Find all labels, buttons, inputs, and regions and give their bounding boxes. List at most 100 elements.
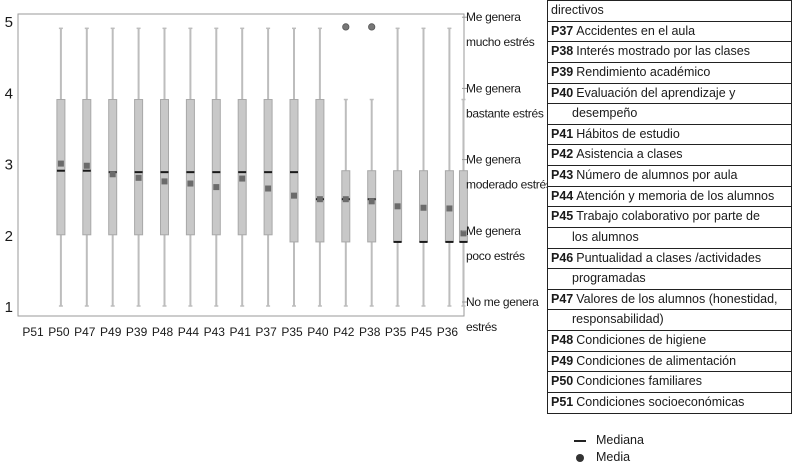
legend-description: directivos bbox=[551, 3, 604, 17]
legend-code: P51 bbox=[551, 394, 574, 409]
x-tick-label: P42 bbox=[333, 325, 355, 339]
box-iqr bbox=[237, 99, 247, 236]
box-iqr bbox=[134, 99, 144, 236]
legend-code: P45 bbox=[551, 209, 574, 224]
y-tick-label: 1 bbox=[5, 299, 13, 316]
level-label: Me genera bbox=[466, 224, 521, 238]
x-tick-label: P35 bbox=[385, 325, 407, 339]
question-legend-table: directivos P37 Accidentes en el aula P38 Int… bbox=[547, 0, 792, 414]
legend-row: P39 Rendimiento académico bbox=[547, 61, 792, 84]
legend-code: P50 bbox=[551, 374, 574, 389]
legend-code: P38 bbox=[551, 44, 574, 59]
median-key-label: Mediana bbox=[596, 433, 644, 447]
level-label: estrés bbox=[466, 320, 497, 334]
x-tick-label: P43 bbox=[204, 325, 226, 339]
legend-row: P46 Puntualidad a clases /actividades bbox=[547, 247, 792, 270]
legend-description: Condiciones de alimentación bbox=[576, 353, 737, 368]
legend-description: Condiciones socioeconómicas bbox=[576, 394, 745, 409]
legend-row: P47 Valores de los alumnos (honestidad, bbox=[547, 288, 792, 311]
x-tick-label: P45 bbox=[411, 325, 433, 339]
mean-mark bbox=[316, 196, 323, 203]
y-tick-label: 3 bbox=[5, 157, 13, 174]
legend-description: Puntualidad a clases /actividades bbox=[576, 250, 762, 265]
legend-code: P46 bbox=[551, 250, 574, 265]
level-label: No me genera bbox=[466, 295, 539, 309]
x-tick-label: P50 bbox=[48, 325, 70, 339]
x-tick-label: P40 bbox=[307, 325, 329, 339]
level-label: poco estrés bbox=[466, 249, 525, 263]
x-tick-label: P38 bbox=[359, 325, 381, 339]
legend-row: P41 Hábitos de estudio bbox=[547, 123, 792, 146]
level-label: mucho estrés bbox=[466, 35, 535, 49]
legend-row: P48 Condiciones de higiene bbox=[547, 330, 792, 352]
legend-code: P42 bbox=[551, 147, 574, 162]
legend-description: Valores de los alumnos (honestidad, bbox=[576, 291, 778, 306]
mean-mark bbox=[420, 204, 427, 211]
legend-code: P39 bbox=[551, 64, 574, 79]
outlier-point bbox=[342, 23, 350, 31]
mean-mark bbox=[109, 171, 116, 178]
mean-mark bbox=[187, 180, 194, 187]
box-iqr bbox=[367, 170, 377, 243]
legend-description: Evaluación del aprendizaje y bbox=[576, 85, 736, 100]
legend-row: P37 Accidentes en el aula bbox=[547, 20, 792, 43]
box-iqr bbox=[263, 99, 273, 236]
legend-description: Accidentes en el aula bbox=[576, 23, 696, 38]
y-tick-label: 5 bbox=[5, 14, 13, 31]
legend-code: P47 bbox=[551, 291, 574, 306]
boxplot-chart: 1 2 3 4 5 P51 P50 P47 P49 P39 P48 P44 P43 P41 P37 P35 P4… bbox=[5, 10, 547, 339]
legend-description: Condiciones familiares bbox=[576, 374, 703, 389]
legend-code: P43 bbox=[551, 168, 574, 182]
legend-row: P40 Evaluación del aprendizaje y bbox=[547, 82, 792, 105]
box-iqr bbox=[56, 99, 66, 236]
box-iqr bbox=[289, 99, 299, 243]
mean-mark bbox=[291, 192, 297, 199]
level-label: Me genera bbox=[466, 153, 521, 167]
legend-code: P37 bbox=[551, 23, 574, 38]
mean-mark bbox=[446, 205, 453, 212]
box-iqr bbox=[108, 99, 118, 236]
mean-mark bbox=[368, 198, 375, 205]
mean-mark bbox=[265, 185, 272, 192]
legend-code: P48 bbox=[551, 333, 574, 347]
median-symbol bbox=[572, 432, 588, 448]
x-tick-label: P49 bbox=[100, 325, 122, 339]
outlier-point bbox=[368, 23, 376, 31]
y-tick-label: 4 bbox=[5, 85, 13, 102]
mean-key-label: Media bbox=[596, 450, 631, 464]
legend-code: P44 bbox=[551, 188, 574, 203]
box-iqr bbox=[160, 99, 169, 236]
box-iqr bbox=[341, 170, 351, 243]
legend-row: los alumnos bbox=[547, 226, 792, 249]
level-label: moderado estrés bbox=[466, 178, 547, 192]
legend-description: Rendimiento académico bbox=[576, 64, 711, 79]
legend-description: Asistencia a clases bbox=[576, 147, 683, 162]
mean-symbol bbox=[572, 449, 588, 465]
legend-description: Trabajo colaborativo por parte de bbox=[576, 209, 760, 224]
legend-description: Interés mostrado por las clases bbox=[576, 44, 750, 59]
legend-description: Hábitos de estudio bbox=[576, 126, 680, 141]
legend-row: P49 Condiciones de alimentación bbox=[547, 350, 792, 373]
mean-mark bbox=[394, 203, 401, 210]
mean-mark bbox=[83, 162, 90, 169]
legend-row: P42 Asistencia a clases bbox=[547, 144, 792, 166]
level-label: bastante estrés bbox=[466, 106, 544, 120]
legend-row: responsabilidad) bbox=[547, 309, 792, 331]
level-label: Me genera bbox=[466, 81, 521, 95]
x-tick-label: P36 bbox=[437, 325, 459, 339]
x-tick-label: P47 bbox=[74, 325, 96, 339]
x-tick-label: P35 bbox=[281, 325, 303, 339]
mean-mark bbox=[57, 160, 64, 167]
legend-row: P43 Número de alumnos por aula bbox=[547, 165, 792, 187]
legend-row: programadas bbox=[547, 268, 792, 290]
x-tick-label: P37 bbox=[255, 325, 277, 339]
legend-row: directivos bbox=[547, 0, 792, 22]
x-tick-label: P44 bbox=[178, 325, 200, 339]
legend-description: desempeño bbox=[572, 106, 638, 121]
mean-mark bbox=[342, 196, 349, 203]
x-tick-label: P41 bbox=[230, 325, 252, 339]
legend-code: P40 bbox=[551, 85, 574, 100]
legend-row: P50 Condiciones familiares bbox=[547, 371, 792, 393]
legend-code: P41 bbox=[551, 126, 574, 141]
y-tick-label: 2 bbox=[5, 228, 13, 245]
